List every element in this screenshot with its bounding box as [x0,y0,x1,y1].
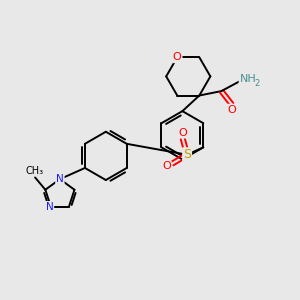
Text: CH₃: CH₃ [26,166,44,176]
Text: O: O [178,128,187,138]
Text: N: N [56,174,64,184]
Text: 2: 2 [255,79,260,88]
Text: O: O [173,52,182,62]
Text: O: O [162,161,171,172]
Text: N: N [46,202,53,212]
Text: S: S [183,148,191,161]
Text: O: O [227,105,236,115]
Text: NH: NH [239,74,256,84]
